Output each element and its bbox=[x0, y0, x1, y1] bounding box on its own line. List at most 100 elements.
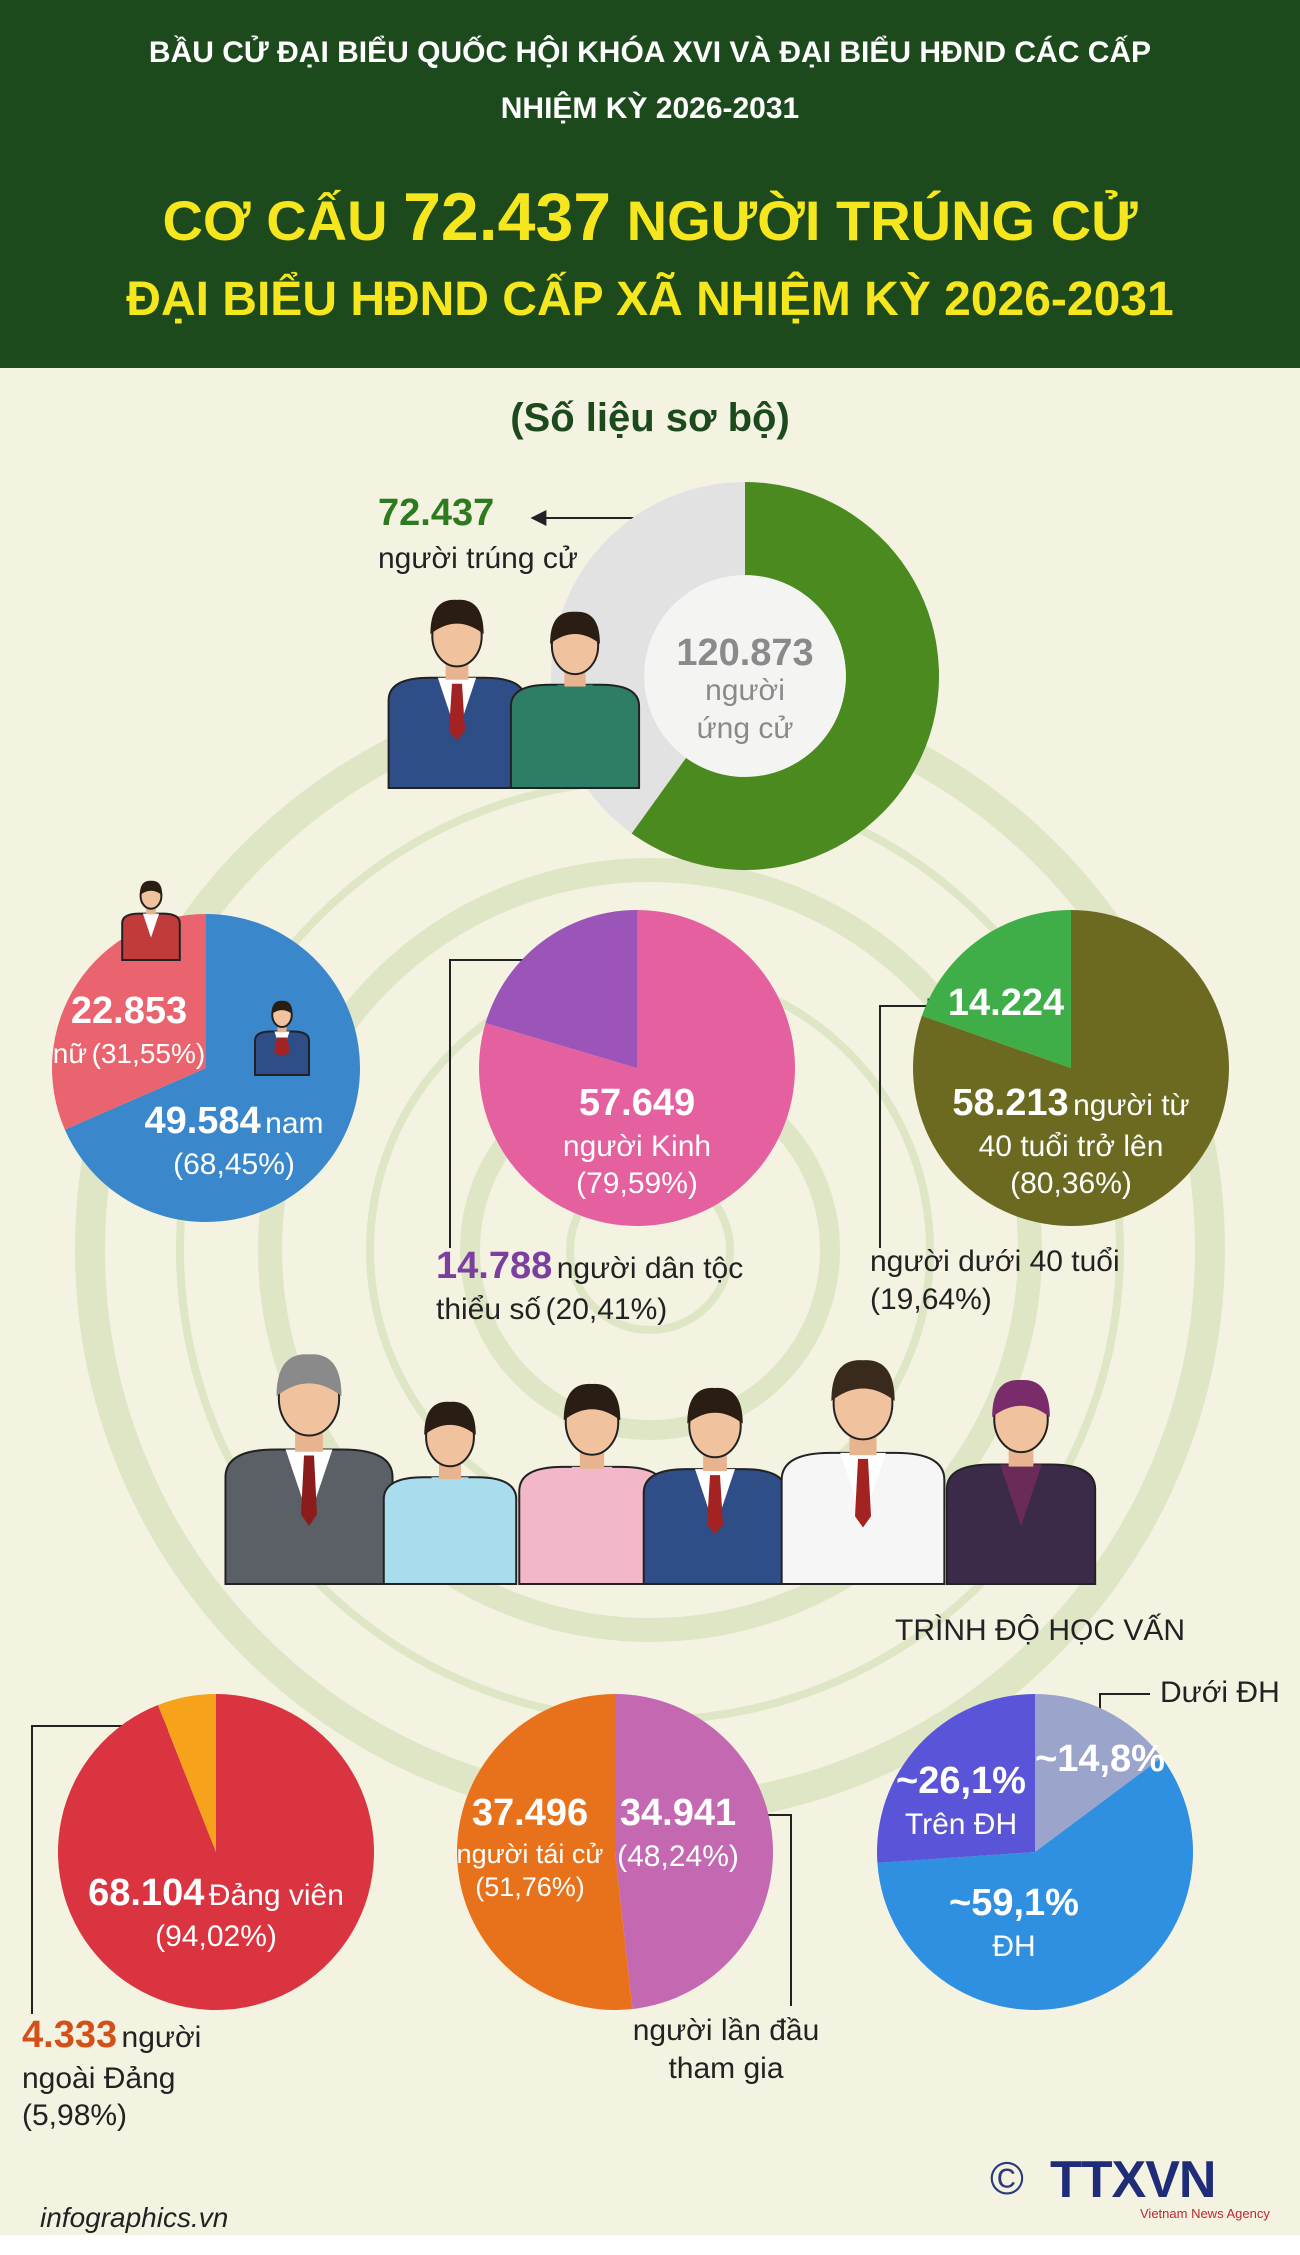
pie-slice bbox=[457, 1694, 633, 2010]
pie-slice bbox=[876, 1694, 1035, 1863]
title-text: NGƯỜI TRÚNG CỬ bbox=[626, 189, 1138, 252]
pie-slice bbox=[1035, 1694, 1162, 1852]
pie-slice bbox=[921, 910, 1071, 1068]
donut-hole bbox=[644, 575, 846, 777]
value-label: ~59,1% bbox=[949, 1882, 1079, 1924]
hair bbox=[687, 1387, 743, 1424]
label: 14.224 bbox=[948, 980, 1064, 1028]
caption: người lần đầu tham gia bbox=[632, 2014, 820, 2085]
shirt bbox=[431, 1477, 469, 1533]
value-label: 14.224 bbox=[947, 982, 1065, 1024]
title-number: 72.437 bbox=[403, 179, 612, 255]
caption: người Kinh bbox=[562, 1129, 712, 1163]
pie-slice bbox=[615, 1693, 774, 2010]
person-illustration bbox=[382, 1401, 518, 1585]
label: ~14,8% bbox=[1035, 1736, 1165, 1784]
value-label: 49.584 bbox=[144, 1100, 261, 1142]
label: Dưới ĐH bbox=[1160, 1674, 1280, 1712]
pie-slice bbox=[877, 1757, 1193, 2011]
value-label: 120.873 bbox=[676, 632, 814, 674]
title: CƠ CẤU 72.437 NGƯỜI TRÚNG CỬ bbox=[0, 178, 1300, 256]
shirt bbox=[142, 913, 160, 938]
agency-logo: TTXVN bbox=[1050, 2151, 1216, 2209]
header-line: BẦU CỬ ĐẠI BIỂU QUỐC HỘI KHÓA XVI VÀ ĐẠI… bbox=[148, 36, 1152, 69]
value-label: 4.333 bbox=[22, 2014, 118, 2056]
label: người lần đầu tham gia bbox=[606, 2012, 846, 2087]
hair bbox=[563, 1383, 621, 1421]
caption: nam bbox=[265, 1107, 324, 1140]
caption: người trúng cử bbox=[378, 542, 578, 575]
label: TRÌNH ĐỘ HỌC VẤN bbox=[895, 1612, 1185, 1650]
pie-slice bbox=[64, 914, 361, 1222]
tie bbox=[274, 1037, 290, 1057]
caption: (19,64%) bbox=[870, 1282, 992, 1316]
label: 58.213 người từ 40 tuổi trở lên (80,36%) bbox=[934, 1080, 1209, 1203]
label: 72.437 bbox=[378, 490, 494, 538]
pie-slice bbox=[913, 910, 1230, 1226]
caption: người từ 40 tuổi trở lên bbox=[978, 1089, 1190, 1163]
caption: người ứng cử bbox=[696, 674, 794, 745]
caption: người dân tộc thiểu số bbox=[436, 1252, 744, 1326]
title-text: CƠ CẤU bbox=[162, 189, 388, 252]
value-label: 68.104 bbox=[88, 1872, 205, 1914]
value-label: 57.649 bbox=[578, 1082, 696, 1124]
label: người ứng cử bbox=[685, 672, 805, 747]
value-label: 37.496 bbox=[471, 1792, 589, 1834]
header-line: NHIỆM KỲ 2026-2031 bbox=[500, 92, 800, 125]
value-label: 14.788 bbox=[436, 1245, 553, 1287]
label: 57.649 người Kinh (79,59%) bbox=[563, 1080, 711, 1203]
hair bbox=[276, 1354, 342, 1397]
value-label: ~14,8% bbox=[1035, 1738, 1165, 1780]
caption: TRÌNH ĐỘ HỌC VẤN bbox=[895, 1614, 1186, 1647]
person-illustration bbox=[387, 599, 527, 789]
person-illustration bbox=[121, 880, 181, 961]
person-illustration bbox=[945, 1379, 1097, 1585]
hair bbox=[831, 1360, 895, 1401]
value-label: 72.437 bbox=[378, 492, 495, 534]
label: 49.584 nam (68,45%) bbox=[144, 1098, 323, 1183]
label: ~26,1% Trên ĐH bbox=[896, 1758, 1026, 1843]
value-label: 34.941 bbox=[619, 1792, 737, 1834]
donut-segment bbox=[631, 482, 939, 870]
caption: (79,59%) bbox=[576, 1167, 698, 1200]
label: 4.333 người ngoài Đảng (5,98%) bbox=[22, 2012, 227, 2135]
subtitle: (Số liệu sơ bộ) bbox=[510, 396, 790, 440]
person-illustration bbox=[254, 1000, 310, 1076]
tie bbox=[707, 1475, 723, 1535]
caption: Dưới ĐH bbox=[1160, 1676, 1280, 1709]
hair bbox=[139, 880, 163, 896]
caption: (51,76%) bbox=[475, 1872, 585, 1903]
label: người dưới 40 tuổi (19,64%) bbox=[870, 1243, 1200, 1318]
website: infographics.vn bbox=[40, 2202, 229, 2233]
caption: (31,55%) bbox=[91, 1037, 206, 1069]
footer-strip bbox=[0, 2235, 1300, 2255]
tie bbox=[301, 1455, 317, 1526]
caption: người ngoài Đảng bbox=[22, 2021, 202, 2095]
label: 34.941 (48,24%) bbox=[617, 1790, 739, 1875]
caption: (20,41%) bbox=[545, 1292, 668, 1326]
caption: (94,02%) bbox=[155, 1919, 277, 1953]
caption: (80,36%) bbox=[1010, 1167, 1132, 1200]
tie bbox=[449, 683, 465, 741]
hair bbox=[424, 1401, 476, 1435]
caption: (48,24%) bbox=[617, 1839, 739, 1873]
value-label: 22.853 bbox=[70, 990, 188, 1032]
value-label: ~26,1% bbox=[896, 1760, 1026, 1802]
copyright: © bbox=[990, 2152, 1024, 2204]
person-illustration bbox=[509, 611, 641, 789]
tie bbox=[855, 1458, 871, 1528]
label: ~59,1% ĐH bbox=[949, 1880, 1079, 1965]
pie-slice bbox=[485, 910, 637, 1068]
caption: người tái cử bbox=[456, 1838, 604, 1869]
label: 37.496 người tái cử (51,76%) bbox=[457, 1790, 604, 1905]
person-illustration bbox=[224, 1354, 394, 1585]
title-line: ĐẠI BIỂU HĐND CẤP XÃ NHIỆM KỲ 2026-2031 bbox=[126, 273, 1174, 326]
hair bbox=[430, 599, 484, 635]
shirt bbox=[557, 684, 593, 739]
hair bbox=[550, 611, 600, 644]
caption: người dưới 40 tuổi bbox=[870, 1245, 1120, 1278]
value-label: 58.213 bbox=[952, 1082, 1069, 1124]
header-band bbox=[0, 0, 1300, 368]
hair bbox=[992, 1379, 1050, 1418]
pie-slice bbox=[158, 1694, 216, 1852]
